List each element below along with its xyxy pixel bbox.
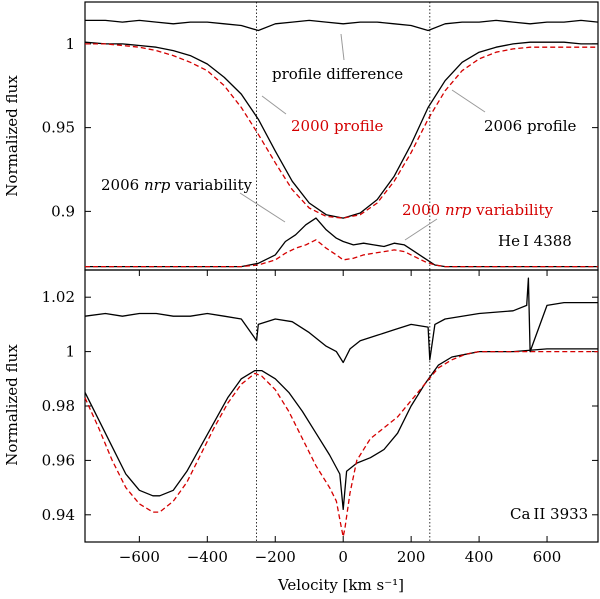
y-tick-label: 1.02 [42, 288, 75, 306]
y-ticks: 0.94 0.96 0.98 1 1.02 [42, 288, 598, 524]
series-group [84, 277, 598, 538]
x-tick-label: −600 [119, 548, 160, 566]
series-2000-profile [84, 350, 598, 538]
leader-line [404, 218, 438, 241]
y-tick-label: 0.98 [42, 397, 75, 415]
annotation-2006-nrp-variability: 2006 nrp variability [101, 176, 253, 194]
y-tick-label: 0.94 [42, 506, 75, 524]
line-label-he-4388: He I 4388 [498, 232, 572, 250]
x-axis-label: Velocity [km s⁻¹] [277, 576, 404, 594]
panel-he-4388: 0.9 0.95 1 profile difference 2000 profile… [42, 1, 599, 271]
annotation-2006-profile: 2006 profile [484, 117, 577, 135]
y-tick-label: 0.9 [51, 202, 75, 220]
y-ticks: 0.9 0.95 1 [42, 35, 598, 220]
series-profile-difference [85, 19, 599, 32]
panel-ca-3933: 0.94 0.96 0.98 1 1.02 −600 −400 −200 0 200 400 600… [42, 269, 599, 566]
annotations: profile difference 2000 profile 2006 pro… [101, 33, 577, 250]
panel-frame [84, 269, 599, 543]
x-tick-label: 400 [465, 548, 494, 566]
y-tick-label: 1 [65, 35, 75, 53]
y-tick-label: 0.95 [42, 119, 75, 137]
y-tick-label: 0.96 [42, 451, 75, 469]
leader-line [451, 89, 486, 113]
series-2000-profile [85, 43, 598, 219]
series-2006-nrp-variability [85, 217, 598, 268]
x-tick-label: 0 [338, 548, 348, 566]
annotation-2000-profile: 2000 profile [291, 117, 384, 135]
x-tick-label: 200 [397, 548, 426, 566]
leader-line [261, 95, 287, 115]
y-axis-label-bottom: Normalized flux [3, 344, 21, 466]
series-2006-profile [84, 348, 598, 511]
x-tick-label: 600 [533, 548, 562, 566]
leader-line [340, 33, 345, 61]
y-axis-label-top: Normalized flux [3, 75, 21, 197]
series-group [84, 19, 599, 268]
annotation-profile-difference: profile difference [272, 65, 403, 83]
y-tick-label: 1 [65, 343, 75, 361]
line-label-ca-3933: Ca II 3933 [510, 505, 588, 523]
x-tick-label: −400 [187, 548, 228, 566]
leader-line [239, 192, 286, 223]
series-profile-difference [84, 277, 598, 364]
x-ticks: −600 −400 −200 0 200 400 600 [119, 270, 562, 566]
x-tick-label: −200 [255, 548, 296, 566]
annotation-2000-nrp-variability: 2000 nrp variability [402, 201, 554, 219]
series-2006-profile [84, 41, 598, 219]
series-2000-nrp-variability [85, 239, 598, 268]
